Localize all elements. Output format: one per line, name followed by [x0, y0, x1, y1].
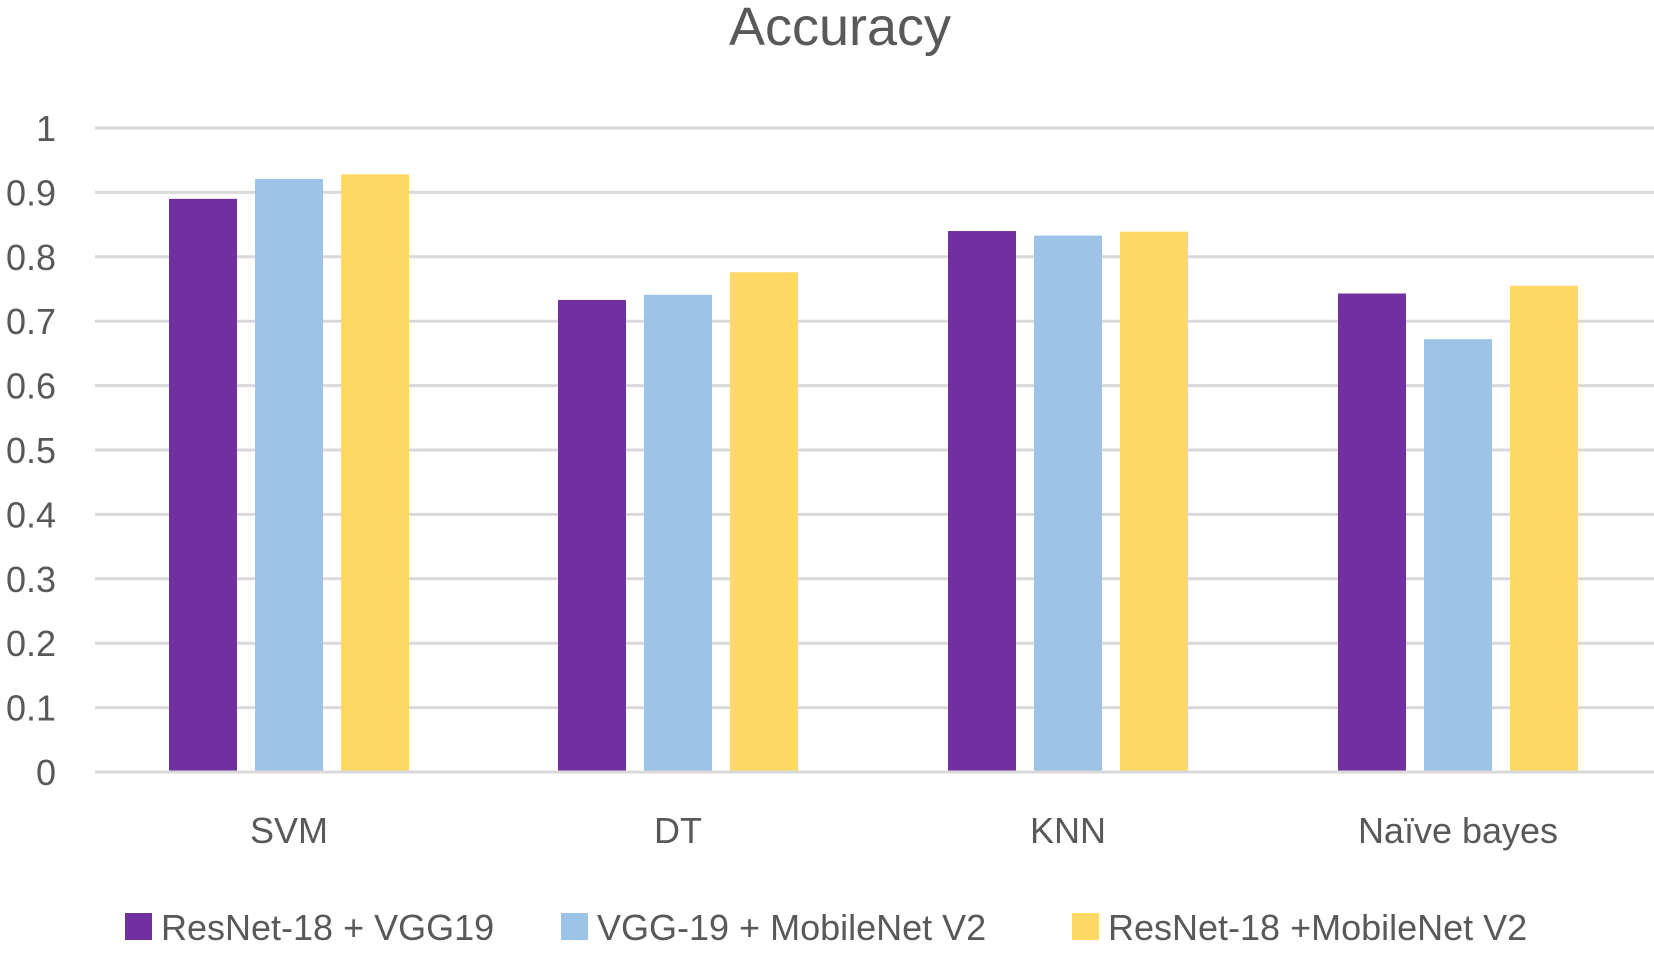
- x-category-label: SVM: [250, 810, 328, 851]
- bar: [255, 178, 323, 773]
- chart-title: Accuracy: [729, 0, 951, 57]
- bar: [1034, 235, 1102, 773]
- y-tick-label: 0.3: [6, 559, 56, 600]
- gridlines: [95, 126, 1654, 710]
- legend: ResNet-18 + VGG19 VGG-19 + MobileNet V2 Re…: [125, 907, 1527, 948]
- y-tick-label: 0: [36, 752, 56, 793]
- bars: [169, 174, 1578, 773]
- legend-swatch: [561, 913, 588, 940]
- y-axis-tick-labels: 0 0.1 0.2 0.3 0.4 0.5 0.6 0.7 0.8 0.9 1: [6, 108, 56, 793]
- bar: [730, 272, 798, 772]
- bar: [644, 294, 712, 772]
- bar: [1338, 293, 1406, 772]
- x-axis-category-labels: SVM DT KNN Naïve bayes: [250, 810, 1558, 851]
- bar: [341, 174, 409, 773]
- y-tick-label: 0.6: [6, 366, 56, 407]
- bar: [948, 231, 1016, 773]
- bar: [558, 299, 626, 772]
- legend-label: ResNet-18 +MobileNet V2: [1108, 907, 1527, 948]
- y-tick-label: 0.9: [6, 172, 56, 213]
- bar: [1120, 231, 1188, 772]
- legend-label: ResNet-18 + VGG19: [161, 907, 494, 948]
- y-tick-label: 0.7: [6, 301, 56, 342]
- y-tick-label: 0.5: [6, 430, 56, 471]
- y-tick-label: 0.1: [6, 688, 56, 729]
- legend-label: VGG-19 + MobileNet V2: [597, 907, 986, 948]
- y-tick-label: 0.2: [6, 623, 56, 664]
- y-tick-label: 0.8: [6, 237, 56, 278]
- y-tick-label: 0.4: [6, 494, 56, 535]
- y-tick-label: 1: [36, 108, 56, 149]
- legend-swatch: [125, 913, 152, 940]
- bar: [1510, 285, 1578, 772]
- x-category-label: KNN: [1030, 810, 1106, 851]
- bar: [1424, 339, 1492, 772]
- bar: [169, 198, 237, 773]
- x-category-label: DT: [654, 810, 702, 851]
- x-category-label: Naïve bayes: [1358, 810, 1558, 851]
- legend-swatch: [1072, 913, 1099, 940]
